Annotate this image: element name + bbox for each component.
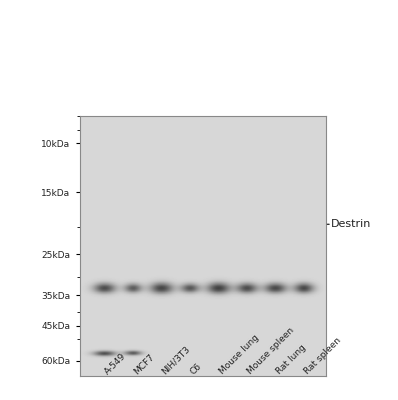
- Text: Rat lung: Rat lung: [274, 343, 307, 376]
- Text: Mouse spleen: Mouse spleen: [246, 326, 296, 376]
- Text: MCF7: MCF7: [132, 352, 156, 376]
- Text: A-549: A-549: [103, 351, 128, 376]
- Text: Rat spleen: Rat spleen: [302, 336, 343, 376]
- Text: C6: C6: [189, 361, 204, 376]
- Text: NIH/3T3: NIH/3T3: [160, 344, 192, 376]
- Text: Destrin: Destrin: [331, 219, 371, 229]
- Text: Mouse lung: Mouse lung: [217, 333, 260, 376]
